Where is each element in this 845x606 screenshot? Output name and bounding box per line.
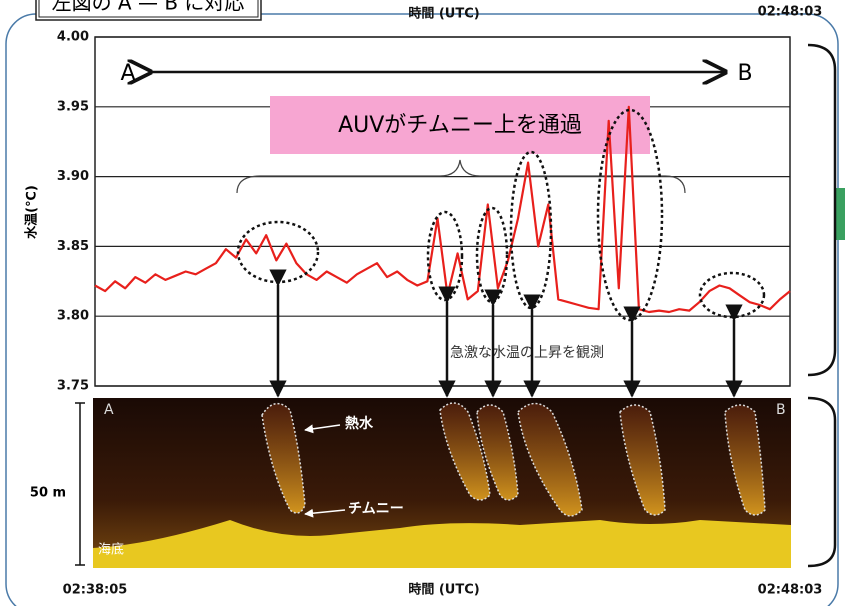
bracket xyxy=(808,398,835,566)
x-tick-label: 02:38:05 xyxy=(63,583,128,598)
annotation-pass: AUVがチムニー上を通過 xyxy=(338,113,582,138)
sonar-a: A xyxy=(104,402,114,418)
y-tick-label: 3.75 xyxy=(57,379,89,394)
plot-area xyxy=(95,37,790,386)
sonar-b: B xyxy=(776,402,786,418)
page: {"chart_data":{"type":"line","title":"左図… xyxy=(0,0,845,606)
y-tick-label: 3.80 xyxy=(57,309,89,324)
annotation-rise: 急激な水温の上昇を観測 xyxy=(450,344,604,361)
title: 左図の A — B に対応 xyxy=(52,0,245,15)
y-tick-label: 3.95 xyxy=(57,99,89,114)
figure: 左図の A — B に対応 時間 (UTC) 02:48:03 水温(℃) 3.… xyxy=(0,0,845,606)
y-tick-label: 4.00 xyxy=(57,30,89,45)
y-tick-label: 3.85 xyxy=(57,239,89,254)
label-b: B xyxy=(737,61,752,86)
y-tick-label: 3.90 xyxy=(57,169,89,184)
sonar-seafloor: 海底 xyxy=(98,542,124,558)
y-axis-label: 水温(℃) xyxy=(24,185,40,239)
sonar-plume: 熱水 xyxy=(345,415,374,432)
sonar-scale: 50 m xyxy=(30,486,66,501)
x-tick-label: 02:48:03 xyxy=(758,583,823,598)
side-tab xyxy=(836,188,845,240)
top-time-label: 02:48:03 xyxy=(758,5,823,20)
bracket xyxy=(808,45,835,375)
x-axis-label: 時間 (UTC) xyxy=(408,582,479,598)
top-x-label: 時間 (UTC) xyxy=(408,6,479,22)
label-a: A xyxy=(120,61,135,86)
sonar-chimney: チムニー xyxy=(348,501,404,517)
